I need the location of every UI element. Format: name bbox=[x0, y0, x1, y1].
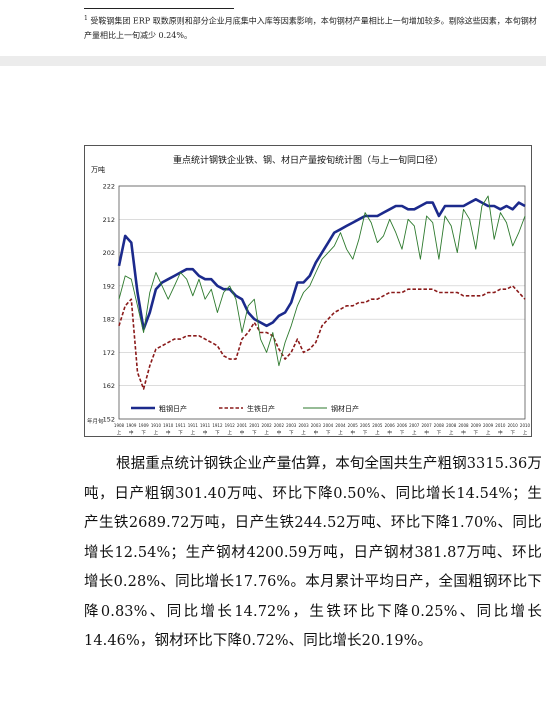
x-tick-sublabel: 下 bbox=[363, 430, 368, 436]
x-tick-label: 2004 bbox=[323, 423, 334, 428]
chart-title: 重点统计钢铁企业铁、钢、材日产量按旬统计图（与上一旬同口径） bbox=[173, 154, 443, 166]
x-tick-sublabel: 上 bbox=[523, 429, 528, 436]
footnote-rule bbox=[84, 8, 234, 9]
x-tick-label: 1911 bbox=[175, 423, 186, 428]
x-tick-sublabel: 上 bbox=[154, 429, 159, 436]
x-tick-label: 1912 bbox=[212, 423, 223, 428]
x-axis-title: 年月旬 bbox=[87, 417, 104, 425]
x-tick-sublabel: 上 bbox=[117, 429, 122, 436]
x-tick-sublabel: 下 bbox=[510, 430, 515, 436]
x-tick-sublabel: 上 bbox=[412, 429, 417, 436]
x-tick-sublabel: 上 bbox=[375, 429, 380, 436]
y-tick-label: 192 bbox=[103, 282, 115, 290]
x-tick-sublabel: 中 bbox=[277, 429, 282, 436]
x-tick-sublabel: 中 bbox=[129, 429, 134, 436]
x-tick-sublabel: 下 bbox=[289, 430, 294, 436]
y-tick-label: 182 bbox=[103, 316, 115, 324]
x-tick-label: 2006 bbox=[385, 423, 396, 428]
y-tick-label: 222 bbox=[103, 183, 115, 191]
y-tick-label: 202 bbox=[103, 249, 115, 257]
x-tick-label: 2004 bbox=[335, 423, 346, 428]
x-tick-label: 1908 bbox=[114, 423, 125, 428]
y-tick-label: 162 bbox=[103, 382, 115, 390]
x-tick-sublabel: 下 bbox=[326, 430, 331, 436]
x-tick-label: 2010 bbox=[520, 423, 531, 428]
x-tick-sublabel: 下 bbox=[215, 430, 220, 436]
x-tick-sublabel: 中 bbox=[424, 429, 429, 436]
x-tick-sublabel: 中 bbox=[314, 429, 319, 436]
plot-area bbox=[118, 185, 526, 420]
x-tick-label: 2009 bbox=[471, 423, 482, 428]
x-tick-sublabel: 上 bbox=[227, 429, 232, 436]
series-line bbox=[118, 195, 526, 367]
x-tick-sublabel: 下 bbox=[178, 430, 183, 436]
x-tick-sublabel: 上 bbox=[191, 429, 196, 436]
summary-paragraph: 根据重点统计钢铁企业产量估算，本旬全国共生产粗钢3315.36万吨，日产粗钢30… bbox=[84, 450, 542, 657]
legend-label: 钢材日产 bbox=[331, 404, 359, 413]
x-tick-label: 1912 bbox=[225, 423, 236, 428]
legend-label: 生铁日产 bbox=[247, 404, 275, 413]
series-line bbox=[117, 198, 526, 331]
x-tick-label: 2008 bbox=[434, 423, 445, 428]
x-tick-label: 2010 bbox=[495, 423, 506, 428]
x-tick-label: 1910 bbox=[163, 423, 174, 428]
x-tick-label: 2008 bbox=[458, 423, 469, 428]
x-tick-label: 2003 bbox=[286, 423, 297, 428]
x-tick-sublabel: 下 bbox=[252, 430, 257, 436]
x-tick-label: 2010 bbox=[508, 423, 519, 428]
page-break bbox=[0, 56, 546, 66]
y-tick-label: 212 bbox=[103, 216, 115, 224]
footnote-marker: 1 bbox=[84, 15, 88, 22]
x-tick-label: 1911 bbox=[200, 423, 211, 428]
x-tick-label: 2001 bbox=[237, 423, 248, 428]
x-tick-label: 2005 bbox=[372, 423, 383, 428]
x-tick-label: 2001 bbox=[249, 423, 260, 428]
y-tick-label: 172 bbox=[103, 349, 115, 357]
x-tick-sublabel: 中 bbox=[351, 429, 356, 436]
x-tick-label: 2008 bbox=[446, 423, 457, 428]
x-tick-label: 2002 bbox=[274, 423, 285, 428]
x-tick-sublabel: 中 bbox=[166, 429, 171, 436]
x-tick-label: 2003 bbox=[298, 423, 309, 428]
x-tick-label: 2007 bbox=[421, 423, 432, 428]
footnote-text: 受鞍钢集团 ERP 取数原则和部分企业月底集中入库等因素影响，本旬钢材产量相比上… bbox=[84, 16, 537, 40]
x-tick-label: 2005 bbox=[348, 423, 359, 428]
x-tick-sublabel: 中 bbox=[387, 429, 392, 436]
x-tick-sublabel: 下 bbox=[474, 430, 479, 436]
x-tick-label: 1909 bbox=[126, 423, 137, 428]
steel-output-line-chart: 重点统计钢铁企业铁、钢、材日产量按旬统计图（与上一旬同口径） 万吨 152 162 17… bbox=[87, 154, 531, 436]
x-tick-label: 2009 bbox=[483, 423, 494, 428]
x-tick-sublabel: 上 bbox=[338, 429, 343, 436]
x-tick-sublabel: 中 bbox=[498, 429, 503, 436]
x-tick-sublabel: 下 bbox=[400, 430, 405, 436]
x-tick-sublabel: 上 bbox=[486, 429, 491, 436]
chart-frame: 重点统计钢铁企业铁、钢、材日产量按旬统计图（与上一旬同口径） 万吨 152 162 17… bbox=[84, 145, 532, 437]
x-tick-sublabel: 中 bbox=[240, 429, 245, 436]
series-line bbox=[118, 285, 526, 390]
x-tick-sublabel: 上 bbox=[449, 429, 454, 436]
x-tick-label: 2007 bbox=[409, 423, 420, 428]
x-tick-label: 2006 bbox=[397, 423, 408, 428]
x-tick-sublabel: 上 bbox=[264, 429, 269, 436]
legend-label: 粗钢日产 bbox=[159, 404, 187, 413]
x-tick-label: 1909 bbox=[139, 423, 150, 428]
x-tick-sublabel: 中 bbox=[461, 429, 466, 436]
x-tick-label: 2005 bbox=[360, 423, 371, 428]
y-axis-unit: 万吨 bbox=[91, 165, 105, 174]
x-tick-label: 1911 bbox=[188, 423, 199, 428]
x-tick-label: 1910 bbox=[151, 423, 162, 428]
x-tick-sublabel: 上 bbox=[301, 429, 306, 436]
x-tick-label: 2003 bbox=[311, 423, 322, 428]
footnote: 1 受鞍钢集团 ERP 取数原则和部分企业月底集中入库等因素影响，本旬钢材产量相… bbox=[84, 12, 539, 43]
x-tick-sublabel: 中 bbox=[203, 429, 208, 436]
y-tick-label: 152 bbox=[103, 416, 115, 424]
x-tick-label: 2002 bbox=[262, 423, 273, 428]
x-tick-sublabel: 下 bbox=[437, 430, 442, 436]
summary-text: 根据重点统计钢铁企业产量估算，本旬全国共生产粗钢3315.36万吨，日产粗钢30… bbox=[84, 456, 542, 649]
x-tick-sublabel: 下 bbox=[141, 430, 146, 436]
